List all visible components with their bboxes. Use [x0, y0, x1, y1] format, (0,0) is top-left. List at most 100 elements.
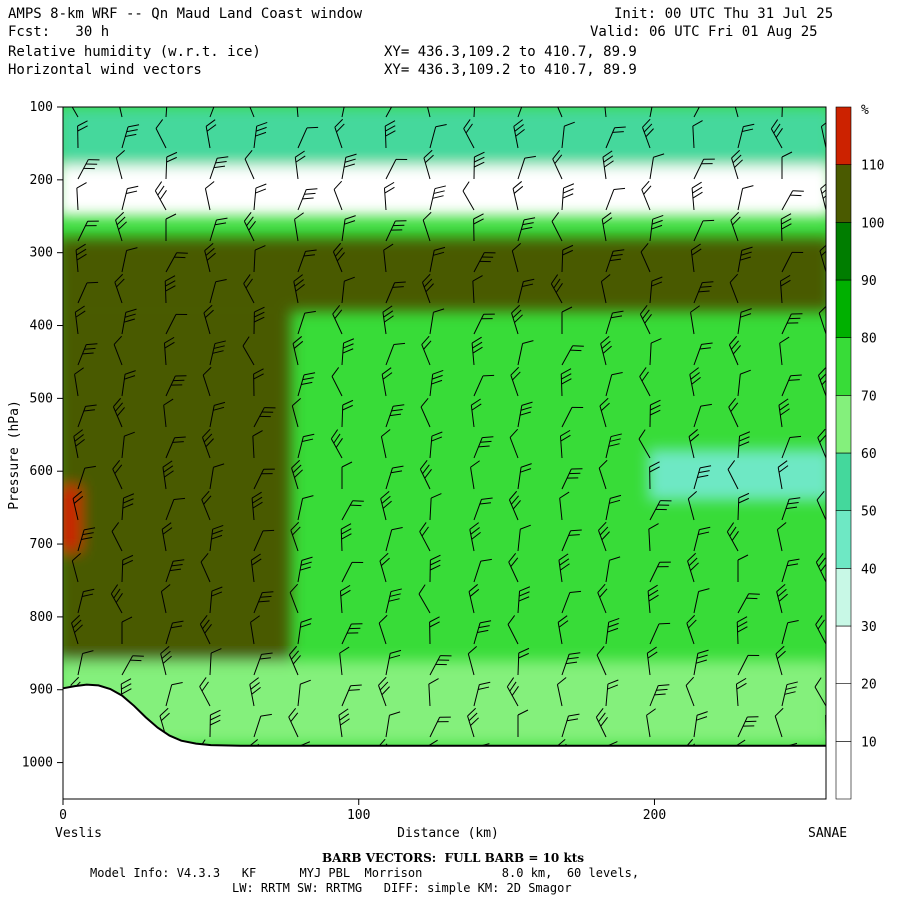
- wind-barb: [293, 274, 305, 304]
- wind-barb: [781, 435, 802, 459]
- colorbar-swatch: [835, 625, 852, 684]
- wind-barb: [205, 119, 217, 149]
- wind-barb: [693, 649, 709, 676]
- wind-barb: [815, 615, 826, 645]
- wind-barb: [163, 336, 175, 366]
- wind-barb: [340, 523, 352, 552]
- wind-barb: [558, 553, 570, 583]
- wind-barb: [693, 281, 714, 304]
- y-axis-label: Pressure (hPa): [7, 400, 22, 510]
- colorbar-swatch: [835, 337, 852, 396]
- wind-barb: [165, 213, 177, 241]
- wind-barb: [693, 526, 711, 552]
- wind-barb: [779, 274, 791, 304]
- wind-barb: [209, 156, 229, 180]
- wind-barb: [737, 185, 754, 211]
- xy-range-1: XY= 436.3,109.2 to 410.7, 89.9: [384, 44, 637, 60]
- wind-barb: [561, 406, 584, 428]
- wind-barb: [112, 397, 125, 428]
- x-start-label: Veslis: [55, 826, 102, 841]
- wind-barb: [507, 615, 519, 645]
- y-tick-label: 400: [30, 319, 53, 334]
- wind-barb: [382, 305, 394, 335]
- wind-barb: [517, 524, 531, 552]
- field-regions: [63, 107, 826, 745]
- wind-barb: [560, 368, 572, 397]
- wind-barb: [775, 645, 786, 676]
- wind-barb: [781, 374, 802, 397]
- wind-barb: [115, 211, 127, 242]
- colorbar-label: 60: [861, 447, 877, 462]
- wind-barb: [517, 709, 529, 737]
- wind-barb: [165, 497, 186, 521]
- wind-barb: [561, 345, 584, 366]
- wind-barb: [561, 468, 583, 490]
- wind-barb: [429, 246, 446, 273]
- wind-barb: [245, 107, 255, 118]
- colorbar-swatch: [835, 106, 852, 165]
- wind-barb: [420, 397, 431, 428]
- wind-barb: [204, 243, 216, 273]
- rh-region-saturated-layer: [63, 238, 826, 311]
- wind-barb: [605, 249, 625, 273]
- wind-barb: [463, 119, 475, 149]
- wind-barb: [341, 215, 356, 242]
- wind-barb: [735, 677, 747, 707]
- wind-barb: [737, 492, 750, 521]
- wind-barb: [468, 584, 480, 614]
- wind-barb: [339, 584, 351, 614]
- wind-barb: [341, 461, 353, 489]
- wind-barb: [253, 529, 275, 552]
- wind-barb: [429, 185, 446, 211]
- wind-barb: [556, 677, 567, 707]
- wind-barb: [781, 107, 784, 118]
- wind-barb: [252, 430, 263, 459]
- wind-barb: [737, 554, 749, 582]
- wind-barb: [77, 281, 99, 304]
- wind-barb: [599, 397, 610, 428]
- wind-barb: [517, 155, 536, 180]
- wind-barb: [243, 274, 255, 304]
- wind-barb: [165, 375, 187, 397]
- wind-barb: [638, 429, 651, 459]
- wind-barb: [781, 497, 801, 521]
- y-tick-label: 600: [30, 464, 53, 479]
- wind-barb: [649, 684, 670, 707]
- wind-barb: [164, 275, 176, 304]
- wind-barb: [419, 522, 431, 552]
- wind-barb: [595, 708, 608, 738]
- colorbar-label: 50: [861, 505, 877, 520]
- wind-barb: [727, 460, 739, 490]
- wind-barb: [473, 213, 484, 242]
- wind-barb: [605, 679, 619, 707]
- wind-barb: [160, 584, 171, 614]
- colorbar-swatch: [835, 279, 852, 338]
- barb-note: BARB VECTORS: FULL BARB = 10 kts: [322, 851, 585, 865]
- wind-barb: [71, 552, 82, 583]
- wind-barb: [737, 431, 751, 459]
- wind-barb: [690, 243, 702, 273]
- wind-barb: [297, 249, 317, 273]
- wind-barb: [551, 212, 563, 242]
- wind-barb: [470, 398, 482, 428]
- wind-barb: [781, 251, 804, 273]
- wind-barb: [379, 552, 390, 583]
- wind-barb: [253, 306, 265, 335]
- x-tick-label: 200: [643, 808, 666, 823]
- wind-barb: [161, 522, 173, 552]
- wind-barb: [561, 244, 574, 273]
- wind-barb: [605, 310, 624, 335]
- init-time: Init: 00 UTC Thu 31 Jul 25: [614, 6, 834, 22]
- wind-barb: [726, 522, 739, 552]
- wind-barb: [649, 399, 661, 428]
- wind-barb: [517, 463, 532, 490]
- wind-barb: [462, 181, 475, 211]
- wind-barb: [121, 431, 135, 459]
- wind-barb: [288, 707, 299, 738]
- wind-barb: [691, 181, 703, 211]
- valid-time: Valid: 06 UTC Fri 01 Aug 25: [590, 24, 818, 40]
- wind-barb: [508, 552, 519, 583]
- wind-barb: [121, 124, 140, 149]
- colorbar-swatch: [835, 741, 852, 800]
- wind-barb: [341, 623, 363, 645]
